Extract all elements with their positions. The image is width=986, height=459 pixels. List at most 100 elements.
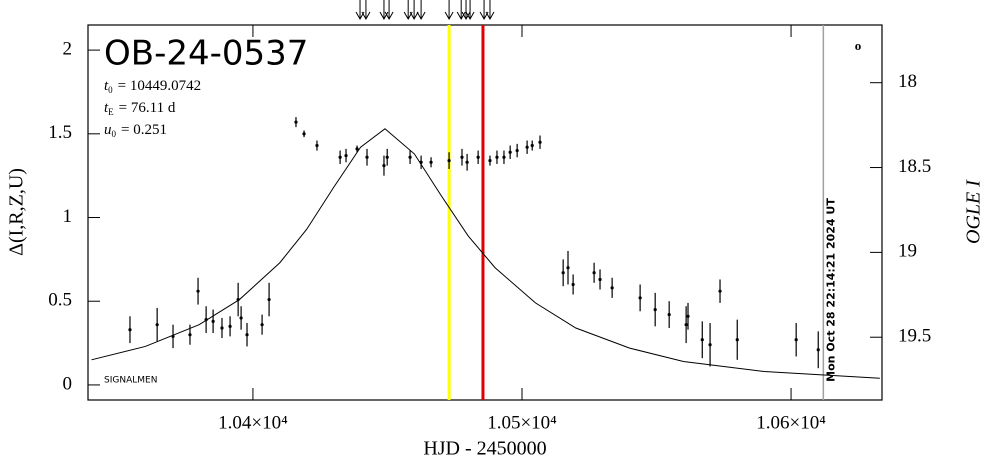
data-point <box>488 159 492 163</box>
y2-tick-label: 18 <box>898 71 917 92</box>
data-point <box>530 143 534 148</box>
y2-tick-label: 19.5 <box>898 326 931 347</box>
data-point <box>465 160 469 164</box>
y-tick-label: 1 <box>63 206 73 227</box>
data-point <box>155 323 159 327</box>
plot-frame <box>87 24 883 401</box>
data-point <box>382 164 386 168</box>
epoch-arrow <box>416 0 426 21</box>
data-point <box>355 147 359 151</box>
param: tE = 76.11 d <box>104 100 176 117</box>
data-point <box>684 323 688 327</box>
epoch-arrow <box>479 0 489 21</box>
data-point <box>610 286 614 290</box>
param-value: = 0.251 <box>121 122 167 138</box>
data-point <box>708 343 712 347</box>
x-tick-label: 1.04×10⁴ <box>218 412 288 433</box>
data-point <box>267 297 271 302</box>
data-point <box>571 282 575 287</box>
y2-axis-title: OGLE I <box>963 179 985 244</box>
y-axis-title: Δ(I,R,Z,U) <box>6 168 28 256</box>
y-tick-label: 0.5 <box>48 290 72 311</box>
data-point <box>220 326 224 330</box>
data-point <box>638 296 642 300</box>
data-point <box>128 328 132 332</box>
epoch-arrow <box>409 0 419 21</box>
data-point <box>525 145 529 149</box>
data-point <box>429 160 433 164</box>
epoch-arrow <box>461 0 471 21</box>
param-sub: E <box>108 107 114 117</box>
epoch-arrow <box>444 0 454 21</box>
annotation: SIGNALMEN <box>104 376 157 386</box>
x-axis-title: HJD - 2450000 <box>423 438 546 459</box>
corner-mark: o <box>855 38 862 53</box>
data-point <box>538 140 542 144</box>
data-point <box>566 266 570 270</box>
param: t0 = 10449.0742 <box>104 78 201 95</box>
x-tick-label: 1.06×10⁴ <box>756 412 826 433</box>
data-point <box>653 307 657 312</box>
data-point <box>735 338 739 342</box>
data-point <box>211 319 215 323</box>
data-point <box>408 155 412 159</box>
data-point <box>228 324 232 328</box>
data-point <box>686 314 690 318</box>
data-point <box>447 159 451 163</box>
data-point <box>239 316 243 320</box>
data-point <box>236 297 240 302</box>
chart-title: OB-24-0537 <box>104 34 308 74</box>
data-point <box>460 155 464 159</box>
param-symbol: t <box>104 100 109 116</box>
y-tick-label: 1.5 <box>48 122 72 143</box>
data-point <box>667 313 671 317</box>
data-point <box>476 155 480 159</box>
data-point <box>816 348 820 352</box>
model-curve <box>91 128 880 379</box>
data-point <box>495 155 499 159</box>
param-value: = 76.11 d <box>119 100 176 116</box>
param-value: = 10449.0742 <box>118 78 201 94</box>
data-point <box>196 289 200 293</box>
data-point <box>700 338 704 342</box>
param-sub: 0 <box>108 85 113 95</box>
epoch-arrow <box>361 0 371 21</box>
y2-tick-label: 18.5 <box>898 156 931 177</box>
data-point <box>592 271 596 275</box>
data-point <box>171 334 175 338</box>
epoch-arrow <box>384 0 394 21</box>
data-point <box>315 143 319 148</box>
x-tick-label: 1.05×10⁴ <box>487 412 557 433</box>
data-point <box>385 155 389 159</box>
data-point <box>508 150 512 154</box>
epoch-arrow <box>465 0 475 21</box>
param: u0 = 0.251 <box>104 122 167 139</box>
data-point <box>188 333 192 337</box>
data-point <box>302 132 306 136</box>
param-symbol: t <box>104 78 109 94</box>
data-point <box>245 333 249 337</box>
data-point <box>515 148 519 153</box>
data-point <box>598 277 602 282</box>
epoch-arrow <box>485 0 495 21</box>
data-point <box>561 271 565 275</box>
y-tick-label: 0 <box>63 373 73 394</box>
data-point <box>365 155 369 159</box>
data-point <box>419 160 423 164</box>
param-symbol: u <box>104 122 112 138</box>
y2-tick-label: 19 <box>898 241 917 262</box>
data-point <box>344 153 348 158</box>
y-tick-label: 2 <box>63 38 73 59</box>
epoch-arrow <box>403 0 413 21</box>
data-point <box>338 155 342 159</box>
data-point <box>502 155 506 159</box>
data-point <box>204 318 208 322</box>
data-point <box>794 338 798 342</box>
epoch-arrow <box>379 0 389 21</box>
epoch-arrow <box>355 0 365 21</box>
data-point <box>294 120 298 124</box>
param-sub: 0 <box>112 129 117 139</box>
marker-label: Mon Oct 28 22:14:21 2024 UT <box>824 198 837 382</box>
data-point <box>260 323 264 327</box>
